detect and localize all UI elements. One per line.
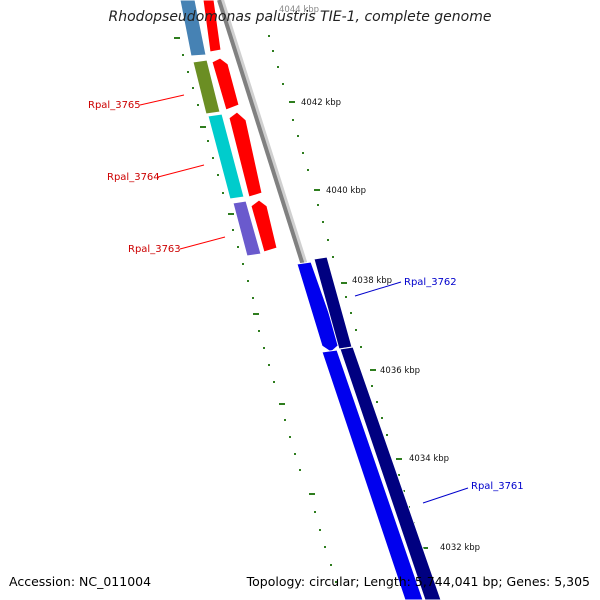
reverse-cds-track	[296, 256, 442, 600]
scale-label: 4042 kbp	[301, 98, 341, 108]
scale-label: 4038 kbp	[352, 276, 392, 286]
accession-text: Accession: NC_011004	[9, 574, 152, 589]
gene-label-rpal-3763[interactable]: Rpal_3763	[128, 244, 181, 255]
label-leader-line	[422, 487, 469, 504]
scale-ticks	[268, 35, 432, 583]
forward-cds[interactable]	[250, 199, 278, 253]
forward-cds[interactable]	[228, 111, 263, 198]
scale-label: 4032 kbp	[440, 543, 480, 553]
outer-ticks	[174, 37, 337, 583]
map-title: Rhodopseudomonas palustris TIE-1, comple…	[108, 9, 492, 25]
gene-label-rpal-3764[interactable]: Rpal_3764	[107, 172, 160, 183]
gene-block-slateblue[interactable]	[232, 200, 262, 257]
reverse-cds-dark[interactable]	[339, 346, 442, 600]
scale-label: 4036 kbp	[380, 366, 420, 376]
label-leader-line	[179, 236, 226, 250]
scale-label: 4040 kbp	[326, 186, 366, 196]
cog-gene-track	[179, 0, 262, 257]
gene-labels: Rpal_3765 Rpal_3764 Rpal_3763 Rpal_3762 …	[88, 94, 524, 504]
scale-label: 4034 kbp	[409, 454, 449, 464]
forward-cds[interactable]	[202, 0, 222, 53]
gene-block-steelblue[interactable]	[179, 0, 207, 57]
forward-cds[interactable]	[211, 57, 240, 111]
genome-summary-text: Topology: circular; Length: 5,744,041 bp…	[246, 574, 590, 589]
scale-label: 4044 kbp	[279, 5, 319, 15]
gene-label-rpal-3761[interactable]: Rpal_3761	[471, 481, 524, 492]
label-leader-line	[157, 164, 205, 178]
gene-block-cyan[interactable]	[207, 113, 245, 200]
gene-label-rpal-3762[interactable]: Rpal_3762	[404, 277, 457, 288]
reverse-cds-light[interactable]	[321, 349, 424, 600]
gene-label-rpal-3765[interactable]: Rpal_3765	[88, 100, 141, 111]
forward-cds-track	[202, 0, 278, 253]
gene-block-olive[interactable]	[192, 59, 221, 115]
label-leader-line	[139, 94, 185, 106]
label-leader-line	[354, 281, 402, 297]
scale-labels: 4044 kbp 4042 kbp 4040 kbp 4038 kbp 4036…	[279, 5, 480, 553]
reverse-cds-light[interactable]	[296, 261, 341, 353]
